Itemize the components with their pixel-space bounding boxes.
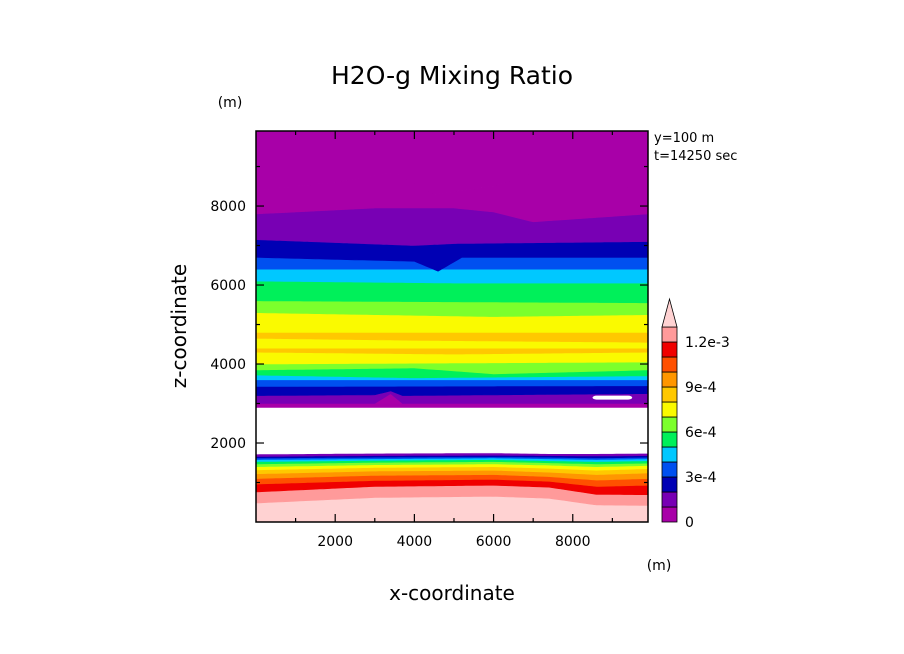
colorbar-swatch (661, 431, 678, 448)
y-tick-label: 6000 (210, 278, 246, 294)
contour-band-27 (256, 280, 648, 304)
white-pocket-0 (592, 395, 633, 400)
y-unit-label: (m) (218, 95, 243, 111)
contour-band-17 (256, 379, 648, 387)
colorbar: 0 3e-4 6e-4 9e-4 1.2e-3 (661, 297, 730, 531)
x-tick-label: 8000 (555, 534, 591, 550)
colorbar-tick-label: 0 (685, 515, 694, 531)
plot-frame (255, 130, 649, 523)
colorbar-swatch (661, 371, 678, 388)
colorbar-tick-label: 6e-4 (685, 425, 717, 441)
x-tick-label: 2000 (317, 534, 353, 550)
contour-band-16 (256, 385, 648, 396)
x-axis-label: x-coordinate (389, 581, 515, 605)
colorbar-tick-label: 3e-4 (685, 470, 717, 486)
colorbar-tick-label: 1.2e-3 (685, 335, 730, 351)
contour-band-28 (256, 268, 648, 284)
colorbar-swatch (661, 416, 678, 433)
colorbar-swatch (661, 506, 678, 523)
contour-fill (256, 131, 648, 522)
colorbar-swatch (661, 401, 678, 418)
contour-band-13 (256, 407, 648, 455)
annotation-position: y=100 m (654, 131, 714, 146)
y-tick-label: 4000 (210, 357, 246, 373)
contour-band-33 (256, 131, 648, 195)
colorbar-swatch (661, 461, 678, 478)
y-axis-label: z-coordinate (167, 264, 191, 388)
colorbar-swatch (661, 491, 678, 508)
colorbar-swatch (661, 341, 678, 358)
colorbar-swatch (661, 356, 678, 373)
colorbar-swatch (661, 476, 678, 493)
annotation-time: t=14250 sec (654, 149, 737, 164)
colorbar-swatch (661, 386, 678, 403)
y-tick-label: 2000 (210, 436, 246, 452)
colorbar-tick-label: 9e-4 (685, 380, 717, 396)
x-tick-label: 6000 (476, 534, 512, 550)
colorbar-swatch (661, 326, 678, 343)
plot-axes: 2000 4000 6000 8000 2000 4000 6000 8000 (210, 130, 649, 550)
x-unit-label: (m) (647, 558, 672, 574)
colorbar-swatch (661, 446, 678, 463)
chart-title: H2O-g Mixing Ratio (331, 61, 573, 90)
colorbar-extend-arrow (661, 297, 678, 328)
x-tick-label: 4000 (397, 534, 433, 550)
y-tick-label: 8000 (210, 199, 246, 215)
